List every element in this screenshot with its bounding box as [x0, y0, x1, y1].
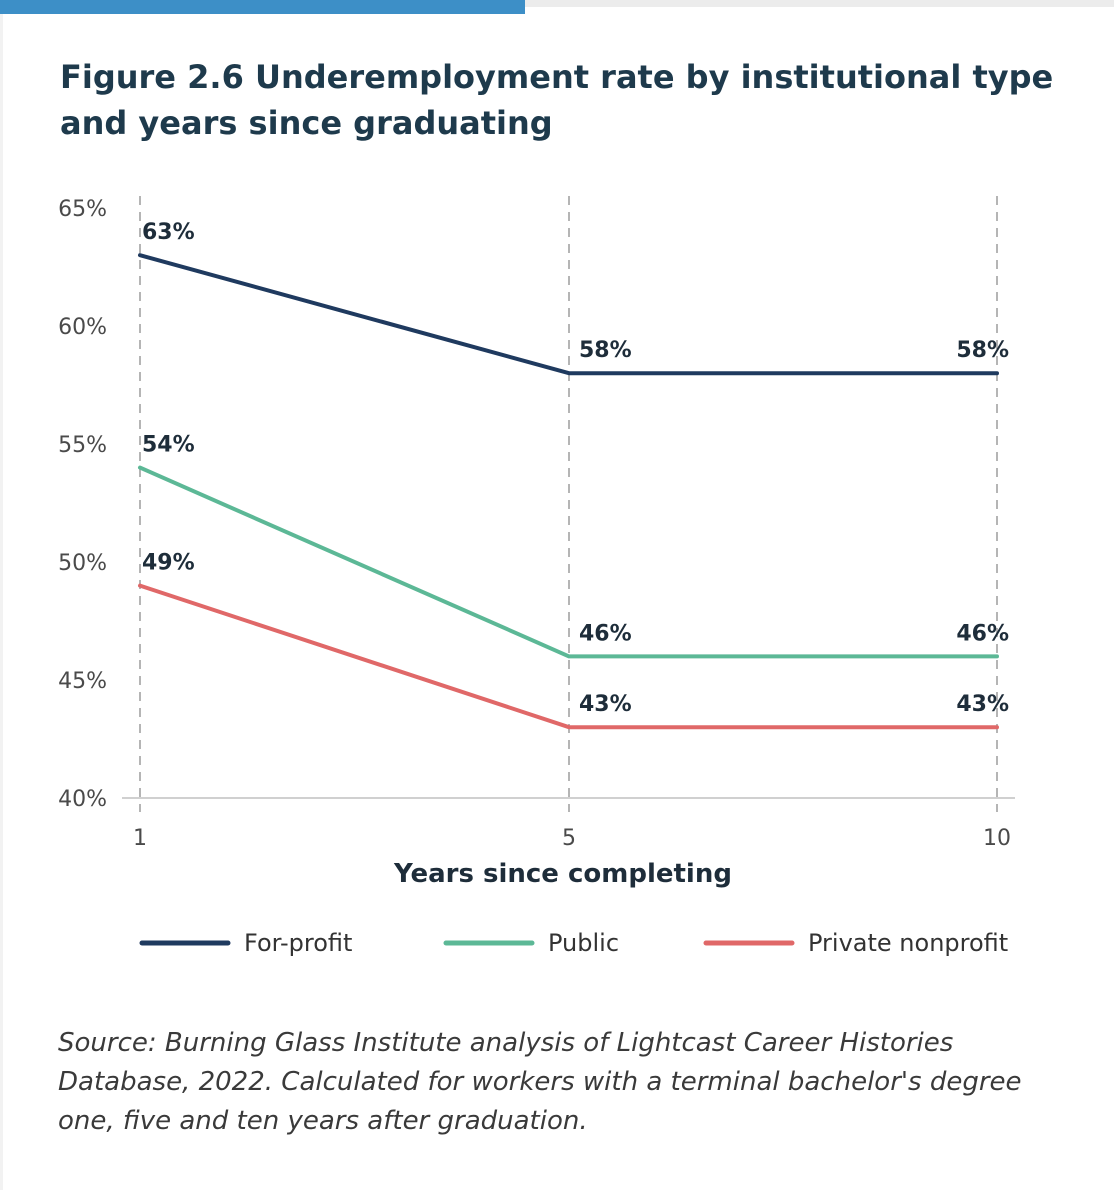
header-divider: [525, 0, 1114, 7]
data-label: 58%: [579, 338, 632, 363]
series-line-private-nonprofit: [138, 583, 999, 730]
legend-label: For-profit: [244, 929, 352, 957]
y-tick-label: 40%: [58, 787, 107, 812]
line-chart: 40% 45% 50% 55% 60% 65% 1 5 10 Years since comple…: [58, 196, 1015, 957]
data-label: 49%: [142, 551, 195, 576]
figure-title: Figure 2.6 Underemployment rate by insti…: [60, 58, 1054, 142]
header-accent-bar: [0, 0, 525, 14]
page-left-edge: [0, 14, 3, 1190]
data-label: 58%: [956, 338, 1009, 363]
x-tick-label: 5: [562, 826, 576, 851]
source-note: Source: Burning Glass Institute analysis…: [58, 1028, 1022, 1136]
data-label: 54%: [142, 433, 195, 458]
series-line-for-profit: [138, 253, 999, 376]
data-label: 43%: [579, 692, 632, 717]
y-tick-label: 50%: [58, 551, 107, 576]
legend-label: Public: [548, 929, 619, 957]
y-tick-label: 60%: [58, 315, 107, 340]
data-label: 43%: [956, 692, 1009, 717]
y-tick-label: 55%: [58, 433, 107, 458]
data-label: 46%: [579, 621, 632, 646]
x-tick-label: 1: [133, 826, 147, 851]
data-label: 46%: [956, 621, 1009, 646]
data-label: 63%: [142, 220, 195, 245]
y-tick-label: 45%: [58, 669, 107, 694]
y-tick-label: 65%: [58, 197, 107, 222]
x-axis-title: Years since completing: [393, 859, 732, 889]
legend-label: Private nonprofit: [808, 929, 1008, 957]
series-line-public: [138, 465, 999, 659]
x-tick-label: 10: [983, 826, 1011, 851]
